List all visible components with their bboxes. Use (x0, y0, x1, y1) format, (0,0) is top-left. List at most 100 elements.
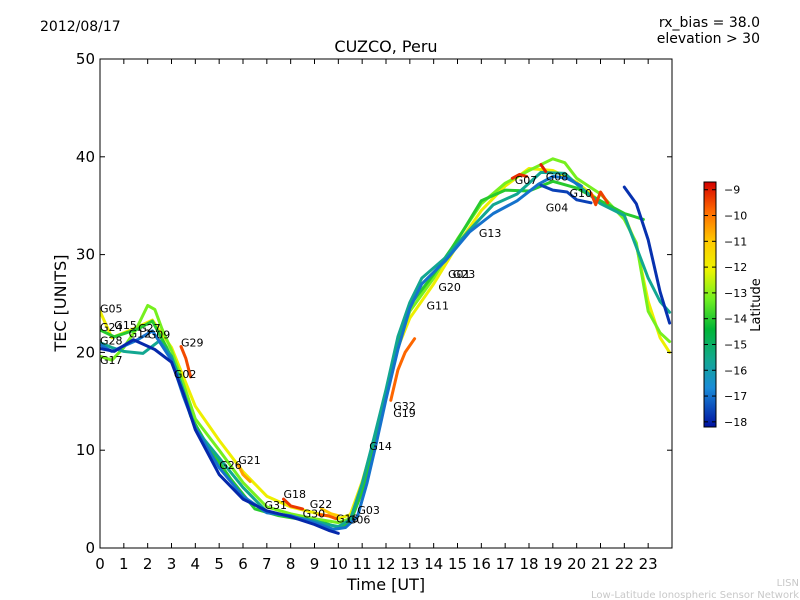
satellite-label: G26 (219, 459, 242, 472)
date-label: 2012/08/17 (40, 19, 121, 35)
satellite-label: G03 (357, 504, 380, 517)
colorbar-label: Latitude (749, 278, 764, 332)
x-axis-title: Time [UT] (346, 575, 425, 594)
tec-series-7 (622, 185, 672, 325)
satellite-label: G30 (303, 508, 326, 521)
tec-series-6 (539, 183, 593, 205)
tec-series-16 (320, 507, 340, 518)
x-tick-label: 7 (262, 555, 272, 573)
satellite-label: G27 (138, 322, 161, 335)
x-tick-label: 15 (448, 555, 467, 573)
satellite-label: G16 (336, 513, 359, 526)
colorbar-tick-label: −13 (724, 287, 747, 300)
plot-frame (99, 58, 673, 549)
x-tick-label: 0 (95, 555, 105, 573)
x-tick-label: 5 (214, 555, 224, 573)
satellite-label: G02 (174, 368, 197, 381)
y-tick-label: 20 (76, 343, 95, 361)
satellite-label: G22 (310, 498, 333, 511)
x-tick-label: 19 (543, 555, 562, 573)
x-tick-label: 11 (353, 555, 372, 573)
x-tick-label: 14 (424, 555, 443, 573)
x-tick-label: 10 (329, 555, 348, 573)
tec-series-14 (539, 163, 548, 173)
satellite-label: G19 (393, 407, 416, 420)
x-tick-label: 9 (310, 555, 320, 573)
colorbar (703, 181, 717, 428)
x-tick-label: 12 (376, 555, 395, 573)
satellite-label: G01 (448, 268, 471, 281)
satellite-label: G31 (265, 499, 288, 512)
satellite-label: G10 (570, 187, 593, 200)
colorbar-tick-label: −10 (724, 210, 747, 223)
satellite-label: G21 (238, 454, 261, 467)
colorbar-tick-label: −9 (724, 184, 740, 197)
satellite-label: G11 (427, 299, 450, 312)
x-tick-label: 1 (119, 555, 129, 573)
series-layer (100, 157, 672, 535)
footer-lisn: LISN (777, 578, 799, 589)
tec-series-11 (179, 345, 193, 379)
satellite-label: G15 (114, 319, 137, 332)
tec-series-2 (100, 179, 645, 529)
satellite-label: G24 (100, 321, 123, 334)
satellite-label: G14 (369, 440, 392, 453)
satellite-label: G09 (148, 329, 171, 342)
x-tick-label: 6 (238, 555, 248, 573)
colorbar-tick-label: −17 (724, 390, 747, 403)
satellite-label: G07 (515, 174, 538, 187)
x-tick-label: 21 (591, 555, 610, 573)
x-tick-label: 20 (567, 555, 586, 573)
tec-series-15 (236, 463, 252, 483)
footer-network: Low-Latitude Ionospheric Sensor Network (591, 590, 799, 600)
tec-series-12 (282, 497, 305, 511)
x-axis: 0 1 2 3 4 5 6 7 8 9 10 11 12 13 14 15 16 17 18 19 20 21 22 23 (95, 59, 658, 573)
tec-series-13 (317, 513, 338, 521)
x-tick-label: 4 (191, 555, 201, 573)
satellite-label: G08 (546, 170, 569, 183)
tec-series-5 (100, 338, 340, 535)
satellite-label: G13 (479, 227, 502, 240)
x-tick-label: 2 (143, 555, 153, 573)
tec-series-10 (389, 337, 417, 402)
tec-series-9 (589, 190, 610, 207)
satellite-label: G32 (393, 400, 416, 413)
rx-bias-label: rx_bias = 38.0 (659, 15, 760, 31)
y-tick-label: 10 (76, 441, 95, 459)
x-tick-label: 3 (167, 555, 177, 573)
x-tick-label: 16 (472, 555, 491, 573)
y-tick-label: 0 (85, 539, 95, 557)
x-tick-label: 17 (496, 555, 515, 573)
x-tick-label: 13 (400, 555, 419, 573)
satellite-label: G05 (100, 302, 123, 315)
satellite-label: G23 (453, 268, 476, 281)
chart-title: CUZCO, Peru (334, 37, 437, 56)
satellite-label: G17 (100, 354, 123, 367)
satellite-label: G18 (284, 488, 307, 501)
elevation-label: elevation > 30 (657, 31, 760, 47)
satellite-label: G12 (129, 328, 152, 341)
satellite-label: G06 (348, 514, 371, 527)
x-tick-label: 23 (639, 555, 658, 573)
colorbar-tick-label: −15 (724, 338, 747, 351)
colorbar-tick-label: −12 (724, 261, 747, 274)
colorbar-tick-label: −14 (724, 313, 747, 326)
x-tick-label: 8 (286, 555, 296, 573)
y-tick-label: 50 (76, 50, 95, 68)
y-axis: 0 10 20 30 40 50 (76, 50, 672, 557)
satellite-label: G28 (100, 335, 123, 348)
y-tick-label: 30 (76, 246, 95, 264)
y-tick-label: 40 (76, 148, 95, 166)
satellite-label: G04 (546, 202, 569, 215)
x-tick-label: 22 (615, 555, 634, 573)
colorbar-ticks: −9 −10 −11 −12 −13 −14 −15 −16 −17 −18 (704, 184, 747, 429)
tec-series-8 (510, 172, 529, 180)
y-axis-title: TEC [UNITS] (51, 255, 70, 353)
satellite-label: G20 (438, 281, 461, 294)
x-tick-label: 18 (519, 555, 538, 573)
colorbar-tick-label: −11 (724, 235, 747, 248)
colorbar-tick-label: −16 (724, 364, 747, 377)
colorbar-tick-label: −18 (724, 416, 747, 429)
